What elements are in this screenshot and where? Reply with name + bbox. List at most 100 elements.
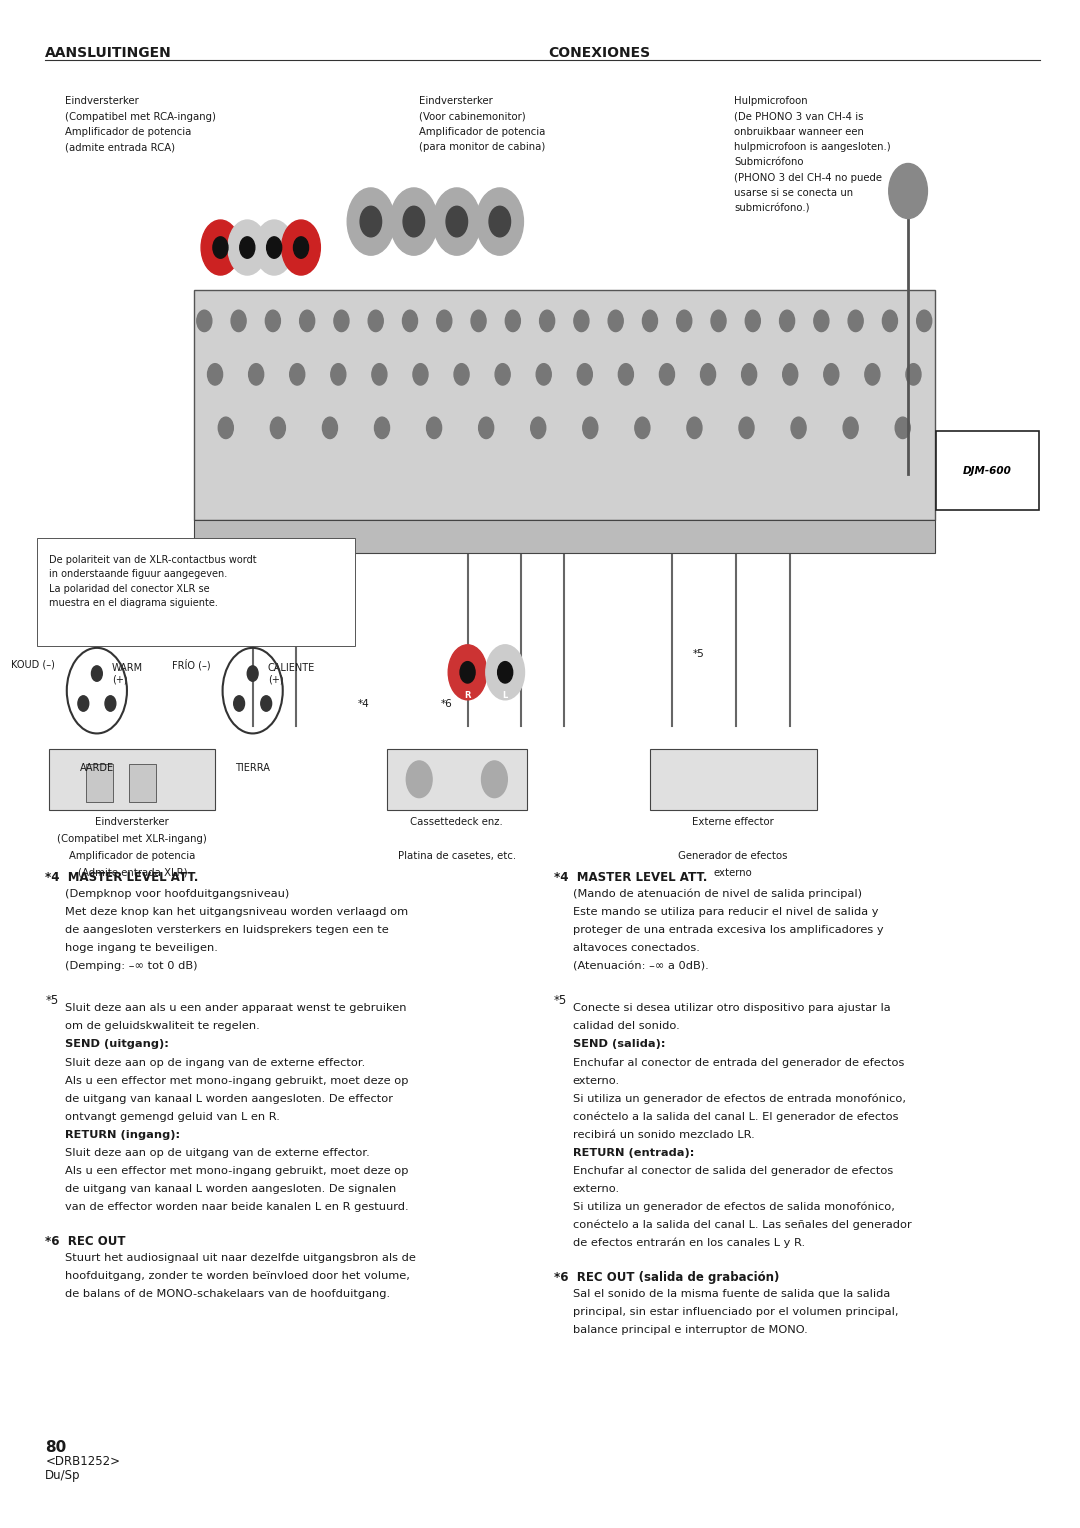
Circle shape <box>282 220 321 275</box>
Circle shape <box>233 695 244 711</box>
Text: Platina de casetes, etc.: Platina de casetes, etc. <box>397 851 516 862</box>
Text: hulpmicrofoon is aangesloten.): hulpmicrofoon is aangesloten.) <box>734 142 891 153</box>
Circle shape <box>848 310 863 332</box>
Circle shape <box>814 310 828 332</box>
Text: Stuurt het audiosignaal uit naar dezelfde uitgangsbron als de: Stuurt het audiosignaal uit naar dezelfd… <box>65 1253 416 1264</box>
Text: om de geluidskwaliteit te regelen.: om de geluidskwaliteit te regelen. <box>65 1021 259 1031</box>
Text: *6  REC OUT: *6 REC OUT <box>45 1235 125 1248</box>
Circle shape <box>323 417 337 439</box>
Circle shape <box>687 417 702 439</box>
Circle shape <box>482 761 508 798</box>
Circle shape <box>105 695 116 711</box>
FancyBboxPatch shape <box>387 749 527 810</box>
FancyBboxPatch shape <box>650 749 816 810</box>
Circle shape <box>889 163 928 219</box>
Text: *4  MASTER LEVEL ATT.: *4 MASTER LEVEL ATT. <box>45 871 199 885</box>
Text: (Atenuación: –∞ a 0dB).: (Atenuación: –∞ a 0dB). <box>572 961 708 972</box>
Text: *4  MASTER LEVEL ATT.: *4 MASTER LEVEL ATT. <box>554 871 707 885</box>
Circle shape <box>448 645 487 700</box>
Text: de uitgang van kanaal L worden aangesloten. De effector: de uitgang van kanaal L worden aangeslot… <box>65 1094 393 1103</box>
Text: externo: externo <box>714 868 753 879</box>
Text: AANSLUITINGEN: AANSLUITINGEN <box>45 46 172 60</box>
FancyBboxPatch shape <box>37 538 354 646</box>
Circle shape <box>403 310 418 332</box>
Circle shape <box>266 310 281 332</box>
Text: KOUD (–): KOUD (–) <box>11 660 55 669</box>
Circle shape <box>739 417 754 439</box>
FancyBboxPatch shape <box>49 749 215 810</box>
Text: Externe effector: Externe effector <box>692 817 774 828</box>
Circle shape <box>433 188 481 255</box>
Circle shape <box>745 310 760 332</box>
Circle shape <box>231 310 246 332</box>
Circle shape <box>334 310 349 332</box>
Circle shape <box>240 237 255 258</box>
Text: calidad del sonido.: calidad del sonido. <box>572 1021 679 1031</box>
Text: Als u een effector met mono-ingang gebruikt, moet deze op: Als u een effector met mono-ingang gebru… <box>65 1076 408 1085</box>
Circle shape <box>207 364 222 385</box>
Text: proteger de una entrada excesiva los amplificadores y: proteger de una entrada excesiva los amp… <box>572 924 883 935</box>
Text: CALIENTE
(+): CALIENTE (+) <box>268 663 315 685</box>
Circle shape <box>436 310 451 332</box>
Circle shape <box>92 666 103 681</box>
Text: (Demping: –∞ tot 0 dB): (Demping: –∞ tot 0 dB) <box>65 961 198 972</box>
FancyBboxPatch shape <box>193 290 935 520</box>
Text: de balans of de MONO-schakelaars van de hoofduitgang.: de balans of de MONO-schakelaars van de … <box>65 1290 390 1299</box>
Circle shape <box>372 364 387 385</box>
Circle shape <box>742 364 757 385</box>
Circle shape <box>619 364 633 385</box>
Text: de aangesloten versterkers en luidsprekers tegen een te: de aangesloten versterkers en luidspreke… <box>65 924 389 935</box>
Text: Amplificador de potencia: Amplificador de potencia <box>69 851 195 862</box>
Text: *5: *5 <box>554 995 567 1007</box>
Circle shape <box>299 310 314 332</box>
Text: recibirá un sonido mezclado LR.: recibirá un sonido mezclado LR. <box>572 1129 755 1140</box>
Circle shape <box>701 364 716 385</box>
Circle shape <box>228 220 267 275</box>
Text: CONEXIONES: CONEXIONES <box>549 46 650 60</box>
Text: externo.: externo. <box>572 1076 620 1085</box>
Text: (Compatibel met RCA-ingang): (Compatibel met RCA-ingang) <box>65 112 216 122</box>
Text: hoge ingang te beveiligen.: hoge ingang te beveiligen. <box>65 943 217 953</box>
Text: DJM-600: DJM-600 <box>963 466 1012 475</box>
Circle shape <box>413 364 428 385</box>
Circle shape <box>895 417 910 439</box>
Text: La polaridad del conector XLR se
muestra en el diagrama siguiente.: La polaridad del conector XLR se muestra… <box>49 584 217 608</box>
Text: TIERRA: TIERRA <box>235 764 270 773</box>
Circle shape <box>330 364 346 385</box>
Text: SEND (salida):: SEND (salida): <box>572 1039 665 1050</box>
Text: (PHONO 3 del CH-4 no puede: (PHONO 3 del CH-4 no puede <box>734 173 882 183</box>
Circle shape <box>267 237 282 258</box>
Text: *5: *5 <box>45 995 58 1007</box>
Circle shape <box>247 666 258 681</box>
Circle shape <box>824 364 839 385</box>
Circle shape <box>530 417 545 439</box>
FancyBboxPatch shape <box>86 764 113 802</box>
Circle shape <box>476 188 524 255</box>
Text: <DRB1252>: <DRB1252> <box>45 1455 120 1468</box>
Circle shape <box>201 220 240 275</box>
Text: 80: 80 <box>45 1439 67 1455</box>
Text: externo.: externo. <box>572 1184 620 1193</box>
Text: principal, sin estar influenciado por el volumen principal,: principal, sin estar influenciado por el… <box>572 1306 899 1317</box>
Text: Enchufar al conector de entrada del generador de efectos: Enchufar al conector de entrada del gene… <box>572 1057 904 1068</box>
Text: *5: *5 <box>693 649 705 659</box>
Text: conéctelo a la salida del canal L. El generador de efectos: conéctelo a la salida del canal L. El ge… <box>572 1111 899 1122</box>
Circle shape <box>454 364 469 385</box>
Text: Si utiliza un generador de efectos de entrada monofónico,: Si utiliza un generador de efectos de en… <box>572 1094 906 1105</box>
Text: *6: *6 <box>441 700 453 709</box>
Circle shape <box>660 364 675 385</box>
Text: Eindversterker: Eindversterker <box>65 96 138 107</box>
Circle shape <box>498 662 513 683</box>
Text: (Admite entrada XLR): (Admite entrada XLR) <box>78 868 187 879</box>
Circle shape <box>643 310 658 332</box>
Text: R: R <box>464 691 471 700</box>
Text: Sal el sonido de la misma fuente de salida que la salida: Sal el sonido de la misma fuente de sali… <box>572 1290 890 1299</box>
Circle shape <box>260 695 271 711</box>
Text: Submicrófono: Submicrófono <box>734 157 804 168</box>
Circle shape <box>882 310 897 332</box>
Circle shape <box>248 364 264 385</box>
Text: *4: *4 <box>357 700 369 709</box>
Text: Amplificador de potencia: Amplificador de potencia <box>65 127 191 138</box>
Text: De polariteit van de XLR-contactbus wordt
in onderstaande figuur aangegeven.: De polariteit van de XLR-contactbus word… <box>49 555 256 579</box>
Text: Enchufar al conector de salida del generador de efectos: Enchufar al conector de salida del gener… <box>572 1166 893 1175</box>
